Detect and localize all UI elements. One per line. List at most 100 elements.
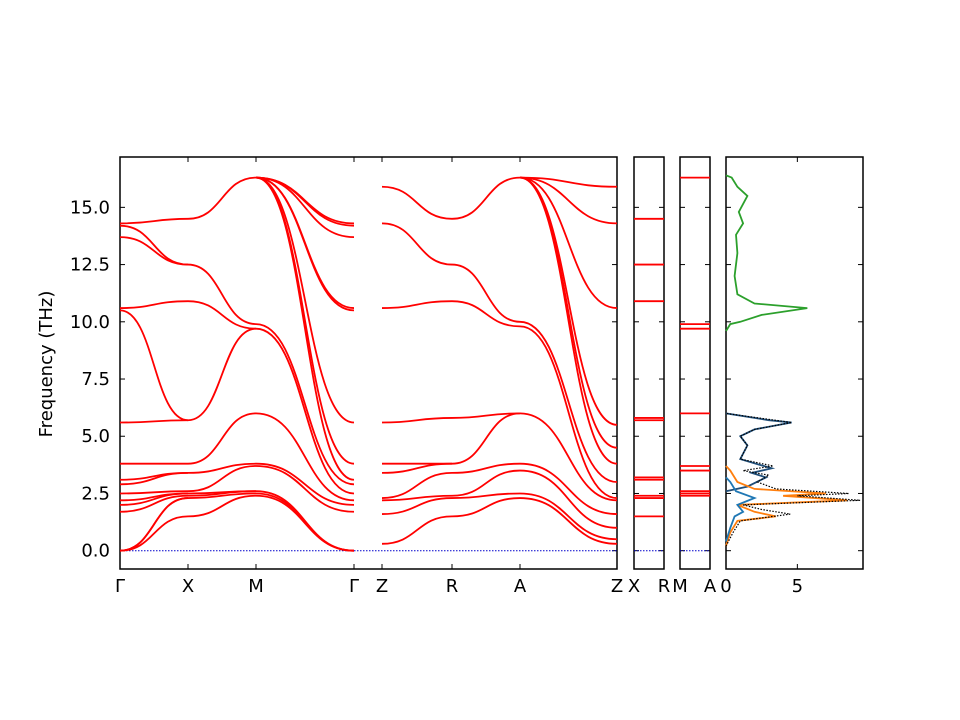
band-line [255,412,355,502]
y-axis-label: Frequency (THz) [36,291,57,438]
x-tick-label-4: Z [376,576,388,597]
y-tick-label: 0.0 [81,541,110,562]
band-line [119,309,189,422]
band-line [519,320,618,483]
band-line [381,462,453,474]
band-line [187,300,257,330]
band-line [451,263,521,323]
y-tick-label: 12.5 [70,255,110,276]
y-tick-label: 2.5 [81,483,110,504]
band-line [381,471,453,499]
band-line [381,515,453,545]
band-line [519,176,618,225]
band-line [519,469,618,529]
band-line [119,236,189,266]
band-line [187,412,257,465]
band-line [187,327,257,422]
band-line [381,185,453,220]
band-line [519,497,618,545]
band-line [519,176,618,426]
ma-frame [679,156,711,570]
band-line [451,412,521,419]
x-tick-label-1: X [182,576,194,597]
x-tick-label-3: Γ [349,576,359,597]
band-line [187,263,257,325]
band-line [119,224,189,266]
band-line [187,494,257,518]
band-line [255,490,355,552]
dos-series-0 [725,174,808,332]
dos-series-4 [725,412,861,547]
y-tick-label: 7.5 [81,369,110,390]
band-line [519,412,618,502]
band-line [381,300,453,309]
ma-x-tick-label-start: M [672,576,688,597]
band-line [519,176,618,188]
xr-x-tick-label-start: X [628,576,640,597]
band-line [119,471,189,481]
ma-x-tick-label-end: A [704,576,717,597]
band-line [119,492,189,502]
x-tick-label-5: R [446,576,459,597]
band-line [119,494,189,513]
dos-frame [725,156,864,570]
band-line [187,465,257,493]
band-line [451,300,521,328]
x-tick-label-2: M [248,576,264,597]
band-line [119,217,189,225]
band-line [255,323,355,486]
y-tick-label: 5.0 [81,426,110,447]
band-line [381,494,453,502]
x-tick-label-6: A [514,576,527,597]
band-line [519,492,618,541]
band-line [255,462,355,506]
ylabel-group: Frequency (THz) [36,291,57,438]
dos-x-tick-label-1: 5 [792,576,803,597]
band-line [119,497,189,552]
band-line [519,176,618,465]
dos-x-tick-label-0: 0 [720,576,731,597]
band-line [255,176,355,225]
main-frame [119,156,618,570]
band-line [451,492,521,499]
band-line [381,497,453,515]
band-line [381,222,453,266]
band-line [451,176,521,220]
band-line [255,327,355,495]
band-line [519,325,618,499]
band-line [451,412,521,465]
band-line [381,417,453,424]
x-tick-label-0: Γ [115,576,125,597]
xr-x-tick-label-end: R [658,576,671,597]
dos-series-3 [725,476,758,542]
xr-frame [633,156,665,570]
band-line [119,490,189,495]
band-line [519,176,618,449]
y-tick-label: 10.0 [70,312,110,333]
band-line [119,515,189,552]
band-line [255,465,355,513]
band-line [451,497,521,518]
x-tick-label-7: Z [611,576,623,597]
band-line [119,300,189,309]
y-tick-label: 15.0 [70,197,110,218]
band-line [187,462,257,474]
y-tick-labels: 0.0 2.5 5.0 7.5 10.0 12.5 15.0 [70,197,110,561]
band-line [255,176,355,309]
band-line [519,176,618,309]
dos-series-2 [725,465,848,547]
band-line [519,462,618,515]
band-line [255,176,355,465]
band-line [451,469,521,497]
band-line [187,176,257,220]
band-line [451,462,521,474]
band-line [187,492,257,499]
band-line [187,490,257,495]
band-line [255,176,355,424]
band-line [119,419,189,424]
